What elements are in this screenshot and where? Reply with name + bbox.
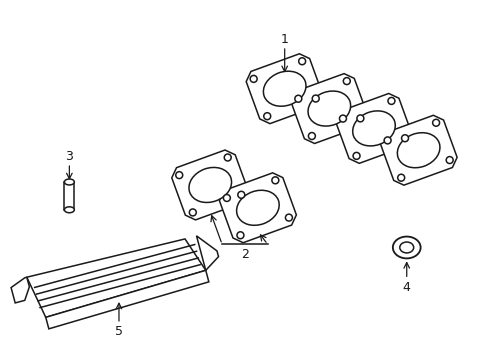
Ellipse shape: [312, 95, 319, 102]
Text: 5: 5: [115, 325, 122, 338]
Text: 4: 4: [402, 281, 410, 294]
Ellipse shape: [285, 214, 292, 221]
Ellipse shape: [392, 237, 420, 258]
Polygon shape: [379, 115, 456, 185]
Ellipse shape: [445, 157, 452, 163]
Polygon shape: [335, 94, 412, 163]
Ellipse shape: [223, 194, 230, 202]
Ellipse shape: [236, 190, 279, 225]
Ellipse shape: [356, 115, 363, 122]
Polygon shape: [196, 236, 218, 270]
Ellipse shape: [307, 91, 350, 126]
Ellipse shape: [294, 95, 301, 102]
Polygon shape: [46, 270, 208, 329]
Polygon shape: [343, 93, 359, 144]
Text: 3: 3: [65, 150, 73, 163]
Ellipse shape: [175, 172, 183, 179]
Polygon shape: [219, 173, 296, 243]
Ellipse shape: [237, 232, 244, 239]
Ellipse shape: [188, 167, 231, 202]
Ellipse shape: [263, 113, 270, 120]
Ellipse shape: [352, 152, 359, 159]
Polygon shape: [11, 277, 29, 303]
Ellipse shape: [397, 174, 404, 181]
Polygon shape: [299, 73, 314, 124]
Polygon shape: [27, 239, 205, 317]
Ellipse shape: [401, 135, 407, 142]
Ellipse shape: [189, 209, 196, 216]
Polygon shape: [171, 150, 248, 220]
Polygon shape: [245, 54, 323, 123]
Text: 2: 2: [241, 248, 248, 261]
Ellipse shape: [64, 207, 74, 213]
Ellipse shape: [399, 242, 413, 253]
Polygon shape: [290, 74, 367, 144]
Ellipse shape: [64, 179, 74, 185]
Polygon shape: [388, 113, 403, 166]
Ellipse shape: [250, 75, 257, 82]
Ellipse shape: [352, 111, 394, 146]
Polygon shape: [64, 182, 74, 210]
Ellipse shape: [384, 137, 390, 144]
Ellipse shape: [339, 115, 346, 122]
Ellipse shape: [271, 177, 278, 184]
Text: 1: 1: [280, 33, 288, 46]
Ellipse shape: [308, 132, 315, 140]
Polygon shape: [227, 169, 240, 224]
Ellipse shape: [432, 119, 439, 126]
Ellipse shape: [397, 133, 439, 168]
Ellipse shape: [298, 58, 305, 65]
Ellipse shape: [387, 98, 394, 104]
Ellipse shape: [263, 71, 305, 106]
Ellipse shape: [237, 191, 244, 198]
Ellipse shape: [343, 78, 349, 85]
Ellipse shape: [224, 154, 231, 161]
